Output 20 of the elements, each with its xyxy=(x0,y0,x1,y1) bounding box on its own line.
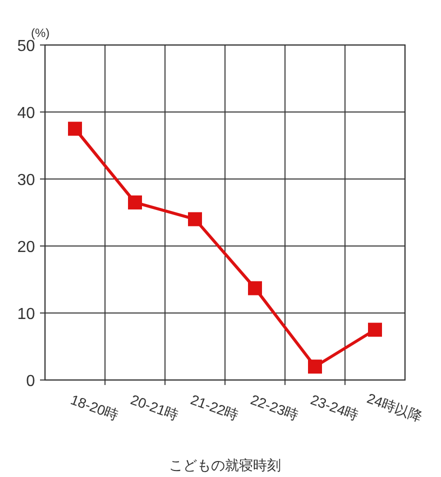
point xyxy=(68,122,82,136)
point xyxy=(188,212,202,226)
x-tick-label: 23-24時 xyxy=(308,391,361,424)
x-tick-label: 21-22時 xyxy=(188,391,241,424)
y-tick-label: 30 xyxy=(17,172,36,189)
y-tick-label: 10 xyxy=(17,306,36,323)
y-tick-label: 40 xyxy=(17,105,36,122)
point xyxy=(368,322,382,337)
x-tick-label: 24時以降 xyxy=(364,390,424,425)
x-tick-label: 22-23時 xyxy=(248,391,301,424)
x-tick-label: 20-21時 xyxy=(128,391,181,424)
point xyxy=(128,195,142,210)
x-tick-label: 18-20時 xyxy=(68,391,121,424)
y-tick-label: 0 xyxy=(26,373,36,390)
point xyxy=(248,281,262,296)
x-axis-title: こどもの就寝時刻 xyxy=(169,457,281,473)
y-axis-title: (%) xyxy=(31,26,50,40)
y-tick-label: 20 xyxy=(17,239,36,256)
y-tick-label: 50 xyxy=(17,38,36,55)
point xyxy=(308,360,322,374)
